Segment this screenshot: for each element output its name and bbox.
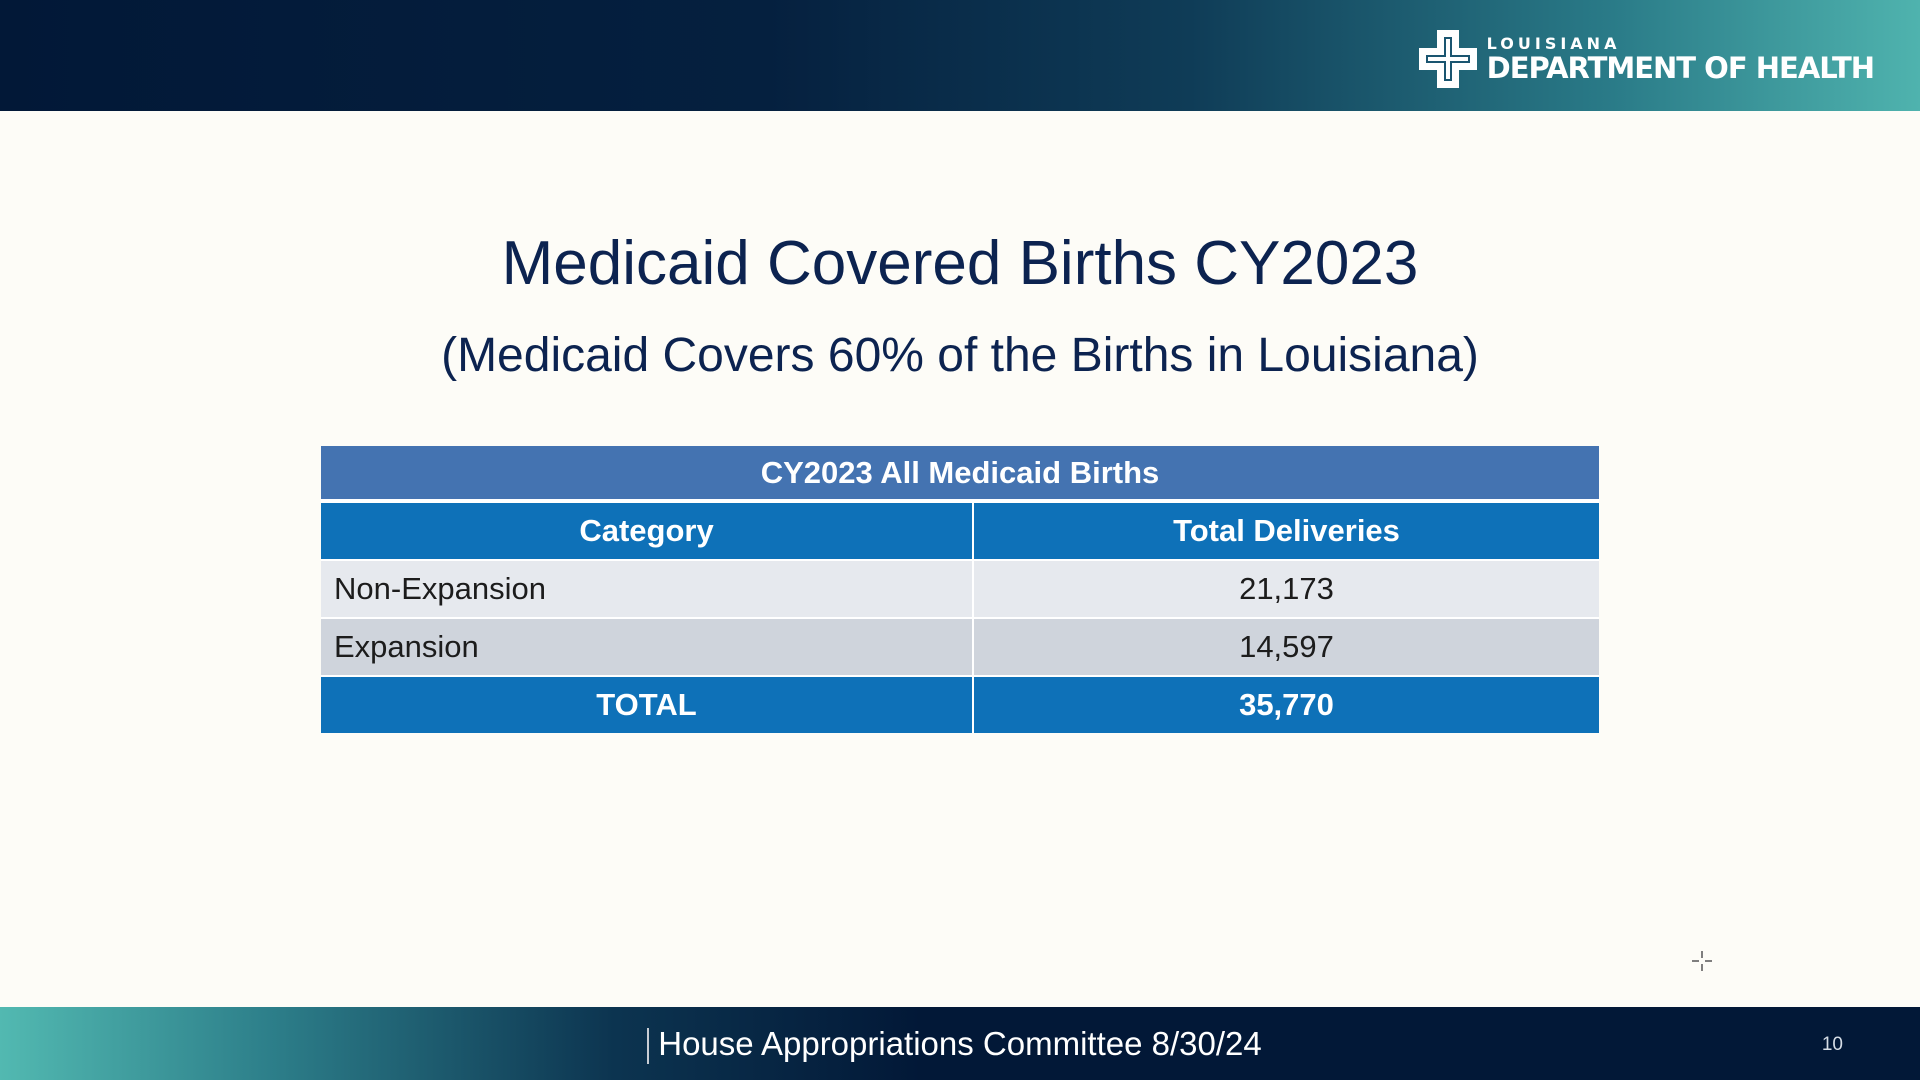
header-bar: LOUISIANA DEPARTMENT OF HEALTH [0,0,1920,111]
table-caption: CY2023 All Medicaid Births [321,446,1599,503]
births-table: CY2023 All Medicaid Births Category Tota… [321,446,1599,733]
logo-wordmark: LOUISIANA DEPARTMENT OF HEALTH [1486,33,1875,85]
footer-text: House Appropriations Committee 8/30/24 [658,1025,1262,1062]
total-value-cell: 35,770 [974,675,1599,733]
total-label-cell: TOTAL [321,675,974,733]
ldh-cross-logo-icon [1418,30,1477,88]
logo-sub-text: LOUISIANA [1486,33,1621,53]
table-header-row: Category Total Deliveries [321,503,1599,559]
row-value-cell: 21,173 [974,559,1599,617]
slide-title: Medicaid Covered Births CY2023 [501,229,1419,298]
ldh-logo: LOUISIANA DEPARTMENT OF HEALTH [1417,27,1875,91]
table-row: Expansion 14,597 [321,617,1599,675]
crosshair-cursor-icon [1692,951,1712,971]
logo-main-text: DEPARTMENT OF HEALTH [1486,50,1875,85]
row-category-cell: Non-Expansion [321,559,974,617]
table-row: Non-Expansion 21,173 [321,559,1599,617]
row-category-cell: Expansion [321,617,974,675]
table-caption-row: CY2023 All Medicaid Births [321,446,1599,503]
row-value-cell: 14,597 [974,617,1599,675]
slide-subtitle: (Medicaid Covers 60% of the Births in Lo… [441,329,1479,382]
footer-bar: House Appropriations Committee 8/30/24 1… [0,1007,1920,1080]
page-number: 10 [1821,1034,1843,1055]
column-header-total-deliveries: Total Deliveries [974,503,1599,559]
table-total-row: TOTAL 35,770 [321,675,1599,733]
text-caret [647,1028,649,1064]
column-header-category: Category [321,503,974,559]
